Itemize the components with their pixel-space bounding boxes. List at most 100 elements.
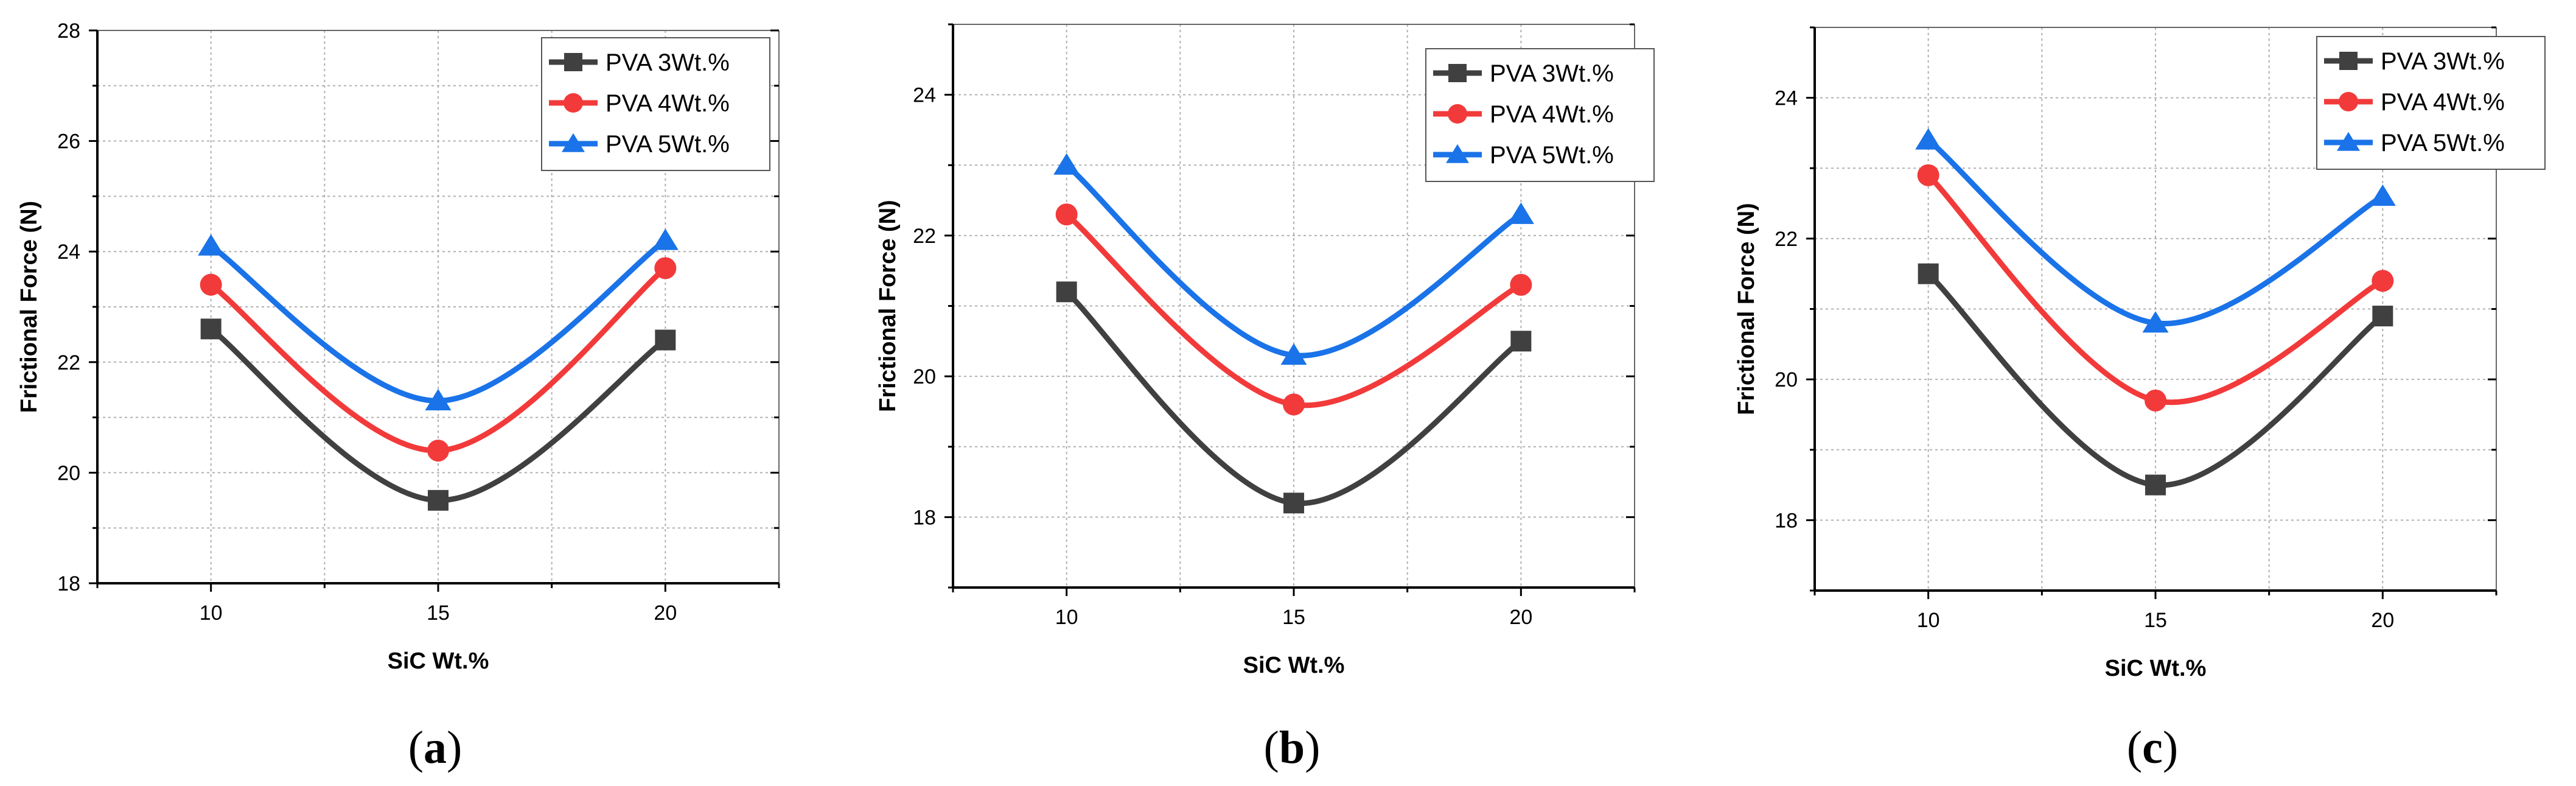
data-point-b-2 xyxy=(1510,273,1532,296)
y-tick-label-c: 22 xyxy=(1775,228,1798,251)
data-point-c-1 xyxy=(2372,306,2393,327)
y-axis-title-b: Frictional Force (N) xyxy=(875,200,901,412)
y-tick-label-a: 22 xyxy=(57,351,80,374)
x-tick-label-c: 20 xyxy=(2371,609,2394,632)
y-tick-label-b: 24 xyxy=(913,84,936,107)
legend-label-a: PVA 3Wt.% xyxy=(606,49,730,76)
chart-panel-a: 18 20 22 24 26 28 10 15 20 SiC Wt.% Frictional For… xyxy=(0,0,859,786)
series-c-1 xyxy=(1918,263,2393,496)
legend-label-b: PVA 3Wt.% xyxy=(1490,60,1614,87)
legend-a: PVA 3Wt.% PVA 4Wt.% PVA 5Wt.% xyxy=(541,37,770,171)
series-c-3 xyxy=(1915,128,2396,333)
legend-marker-c xyxy=(2339,52,2358,70)
legend-label-c: PVA 5Wt.% xyxy=(2381,130,2505,156)
x-tick-label-a: 20 xyxy=(654,602,677,625)
y-tick-label-a: 20 xyxy=(57,461,80,485)
data-point-b-1 xyxy=(1283,493,1304,514)
data-point-c-3 xyxy=(2142,311,2169,333)
y-tick-label-b: 20 xyxy=(913,365,936,388)
data-point-a-1 xyxy=(428,489,449,511)
caption-c: (c) xyxy=(2126,722,2179,773)
y-tick-label-a: 24 xyxy=(57,240,80,264)
data-point-b-2 xyxy=(1055,203,1078,226)
gridlines-a xyxy=(97,30,780,584)
data-point-a-3 xyxy=(425,388,452,410)
data-point-c-3 xyxy=(1915,128,1942,150)
legend-b: PVA 3Wt.% PVA 4Wt.% PVA 5Wt.% xyxy=(1425,48,1655,182)
caption-a: (a) xyxy=(408,722,462,773)
legend-label-a: PVA 4Wt.% xyxy=(606,90,730,117)
legend-item-c-2: PVA 4Wt.% xyxy=(2324,89,2505,116)
series-a-1 xyxy=(200,318,676,511)
data-point-a-3 xyxy=(198,234,225,256)
legend-marker-a xyxy=(562,133,585,152)
legend-item-c-1: PVA 3Wt.% xyxy=(2324,48,2505,75)
series-b-1 xyxy=(1056,281,1532,514)
x-tick-label-a: 10 xyxy=(200,602,223,625)
x-axis-title-b: SiC Wt.% xyxy=(1243,653,1345,678)
chart-panel-b: 18 20 22 24 10 15 20 SiC Wt.% Frictional Force (… xyxy=(859,0,1717,786)
data-point-b-1 xyxy=(1056,281,1077,303)
legend-label-c: PVA 4Wt.% xyxy=(2381,89,2505,116)
x-tick-label-b: 20 xyxy=(1509,606,1532,629)
x-axis-title-a: SiC Wt.% xyxy=(388,648,489,674)
legend-marker-a xyxy=(564,93,583,113)
legend-item-a-3: PVA 5Wt.% xyxy=(549,131,730,158)
caption-letter-b: b xyxy=(1279,722,1305,773)
y-tick-label-b: 18 xyxy=(913,506,936,529)
series-a-2 xyxy=(200,257,677,462)
x-tick-label-c: 10 xyxy=(1917,609,1940,632)
y-axis-title-a: Frictional Force (N) xyxy=(16,201,42,413)
y-tick-label-a: 18 xyxy=(57,572,80,595)
legend-marker-c xyxy=(2337,132,2360,151)
chart-panel-c: 18 20 22 24 10 15 20 SiC Wt.% Frictional Force (… xyxy=(1717,0,2576,786)
chart-c-svg: 18 20 22 24 10 15 20 SiC Wt.% Frictional Force (… xyxy=(1734,26,2546,681)
series-a-3 xyxy=(198,228,679,410)
x-tick-label-b: 10 xyxy=(1055,606,1078,629)
legend-item-b-2: PVA 4Wt.% xyxy=(1433,101,1614,128)
legend-c: PVA 3Wt.% PVA 4Wt.% PVA 5Wt.% xyxy=(2316,36,2546,170)
chart-a-svg: 18 20 22 24 26 28 10 15 20 SiC Wt.% Frictional For… xyxy=(16,19,780,674)
legend-label-b: PVA 4Wt.% xyxy=(1490,101,1614,128)
legend-marker-b xyxy=(1448,104,1467,124)
caption-letter-c: c xyxy=(2142,722,2163,773)
data-point-c-2 xyxy=(1917,164,1939,186)
x-axis-title-c: SiC Wt.% xyxy=(2105,656,2207,681)
data-point-c-1 xyxy=(1918,263,1939,284)
series-b-3 xyxy=(1053,153,1534,365)
y-tick-label-c: 24 xyxy=(1775,87,1798,110)
data-point-c-3 xyxy=(2369,184,2396,206)
chart-b-svg: 18 20 22 24 10 15 20 SiC Wt.% Frictional Force (… xyxy=(875,23,1655,678)
y-axis-title-c: Frictional Force (N) xyxy=(1734,203,1759,415)
data-point-a-2 xyxy=(427,440,449,462)
legend-marker-a xyxy=(564,53,582,71)
x-tick-label-c: 15 xyxy=(2144,609,2167,632)
legend-marker-b xyxy=(1446,144,1469,163)
legend-item-b-3: PVA 5Wt.% xyxy=(1433,142,1614,169)
legend-marker-c xyxy=(2339,92,2358,111)
legend-label-b: PVA 5Wt.% xyxy=(1490,142,1614,169)
series-c-2 xyxy=(1917,164,2394,412)
caption-b: (b) xyxy=(1263,722,1321,773)
data-point-c-1 xyxy=(2145,474,2166,496)
y-tick-label-a: 28 xyxy=(57,19,80,43)
data-point-b-3 xyxy=(1053,153,1080,175)
x-tick-label-a: 15 xyxy=(427,602,450,625)
data-point-a-2 xyxy=(654,257,677,279)
data-point-b-3 xyxy=(1280,343,1307,365)
data-point-a-1 xyxy=(200,318,222,340)
legend-label-a: PVA 5Wt.% xyxy=(606,131,730,158)
legend-marker-b xyxy=(1448,64,1467,82)
legend-item-a-1: PVA 3Wt.% xyxy=(549,49,730,76)
data-point-a-2 xyxy=(200,273,222,296)
y-tick-label-c: 18 xyxy=(1775,509,1798,532)
data-point-b-1 xyxy=(1510,331,1532,352)
legend-label-c: PVA 3Wt.% xyxy=(2381,48,2505,75)
y-tick-label-c: 20 xyxy=(1775,368,1798,391)
series-b-2 xyxy=(1055,203,1532,416)
y-tick-label-a: 26 xyxy=(57,130,80,153)
legend-item-a-2: PVA 4Wt.% xyxy=(549,90,730,117)
data-point-a-3 xyxy=(652,228,679,250)
caption-letter-a: a xyxy=(424,722,447,773)
